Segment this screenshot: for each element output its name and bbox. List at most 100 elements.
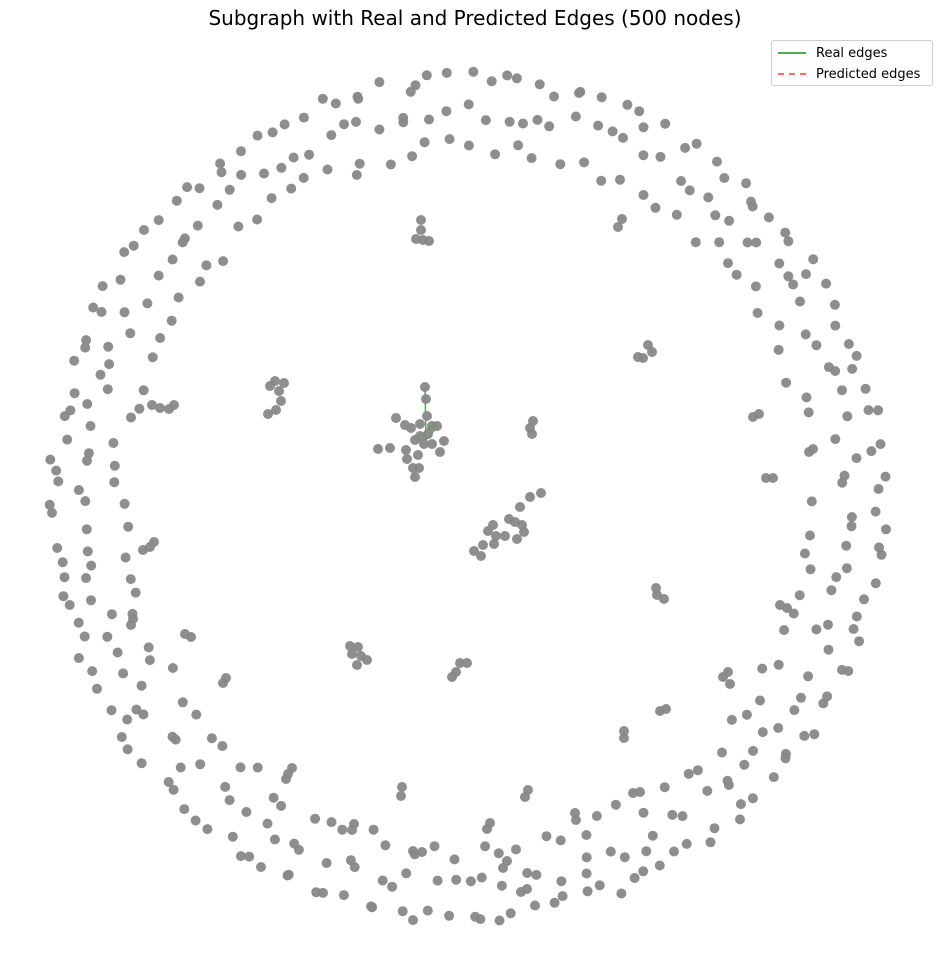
graph-node <box>557 891 568 902</box>
graph-node <box>47 507 57 518</box>
graph-node <box>265 381 275 391</box>
graph-node <box>311 887 322 898</box>
graph-node <box>263 409 273 419</box>
graph-node <box>873 484 884 494</box>
graph-node <box>252 214 263 225</box>
graph-node <box>169 400 179 410</box>
graph-node <box>634 106 645 117</box>
graph-node <box>837 477 848 488</box>
graph-node <box>549 91 559 102</box>
graph-node <box>134 403 145 414</box>
graph-node <box>416 215 426 225</box>
graph-node <box>131 704 142 715</box>
graph-node <box>676 176 687 186</box>
graph-node <box>660 118 671 129</box>
graph-node <box>735 799 746 810</box>
graph-node <box>556 876 567 887</box>
graph-node <box>854 636 865 647</box>
graph-node <box>710 210 721 221</box>
graph-node <box>235 851 246 862</box>
graph-node <box>82 546 93 557</box>
graph-node <box>444 910 455 921</box>
graph-node <box>233 221 244 232</box>
legend-label-real-edges: Real edges <box>816 45 888 61</box>
graph-node <box>799 730 810 741</box>
graph-node <box>811 340 822 351</box>
graph-node <box>574 88 584 98</box>
graph-node <box>410 472 420 482</box>
graph-node <box>97 281 108 292</box>
graph-node <box>846 521 857 532</box>
graph-node <box>519 527 529 537</box>
graph-node <box>496 880 507 891</box>
graph-node <box>723 258 733 269</box>
graph-node <box>58 591 69 602</box>
graph-node <box>432 875 443 886</box>
graph-node <box>86 560 97 571</box>
graph-node <box>712 156 722 167</box>
graph-node <box>470 911 481 922</box>
graph-node <box>109 460 120 471</box>
graph-node <box>821 278 832 289</box>
graph-node <box>86 595 96 606</box>
graph-node <box>421 394 431 404</box>
legend-swatch-real-edges <box>778 52 806 54</box>
graph-node <box>96 306 107 317</box>
graph-node <box>163 777 174 787</box>
graph-node <box>647 347 657 357</box>
graph-node <box>534 79 545 90</box>
graph-node <box>147 352 158 363</box>
graph-node <box>212 199 223 210</box>
graph-node <box>147 400 157 410</box>
graph-node <box>842 411 853 422</box>
graph-node <box>167 731 178 742</box>
graph-node <box>326 817 337 828</box>
graph-node <box>469 546 479 556</box>
graph-node <box>739 759 750 770</box>
graph-node <box>841 540 852 551</box>
graph-node <box>400 420 410 430</box>
graph-node <box>224 184 235 195</box>
graph-node <box>423 429 433 439</box>
graph-node <box>725 679 735 689</box>
graph-node <box>803 407 814 418</box>
graph-node <box>374 124 385 135</box>
graph-node <box>108 438 119 448</box>
graph-node <box>795 296 805 307</box>
graph-node <box>582 886 593 897</box>
graph-node <box>555 159 566 170</box>
graph-node <box>391 413 401 423</box>
graph-node <box>92 683 102 694</box>
graph-node <box>368 824 379 835</box>
graph-node <box>421 70 432 81</box>
graph-node <box>870 506 881 517</box>
graph-node <box>650 202 661 213</box>
graph-node <box>82 455 92 466</box>
graph-node <box>241 807 252 817</box>
graph-node <box>806 496 817 507</box>
graph-node <box>282 870 293 881</box>
graph-node <box>610 799 621 810</box>
graph-node <box>876 549 887 560</box>
graph-node <box>735 814 745 825</box>
graph-node <box>830 366 841 376</box>
graph-node <box>252 762 263 773</box>
graph-node <box>136 680 147 691</box>
graph-node <box>338 890 349 901</box>
graph-node <box>617 214 627 224</box>
graph-node <box>615 174 625 185</box>
graph-node <box>87 666 98 677</box>
graph-node <box>773 659 784 670</box>
graph-node <box>427 439 437 449</box>
graph-node <box>718 672 728 682</box>
graph-node <box>337 824 348 835</box>
graph-node <box>194 183 205 194</box>
graph-node <box>527 429 537 439</box>
graph-node <box>596 175 607 186</box>
graph-node <box>881 524 891 535</box>
graph-node <box>717 747 727 758</box>
graph-node <box>757 727 768 738</box>
graph-node <box>809 729 820 740</box>
graph-node <box>511 844 521 855</box>
graph-node <box>195 276 205 287</box>
